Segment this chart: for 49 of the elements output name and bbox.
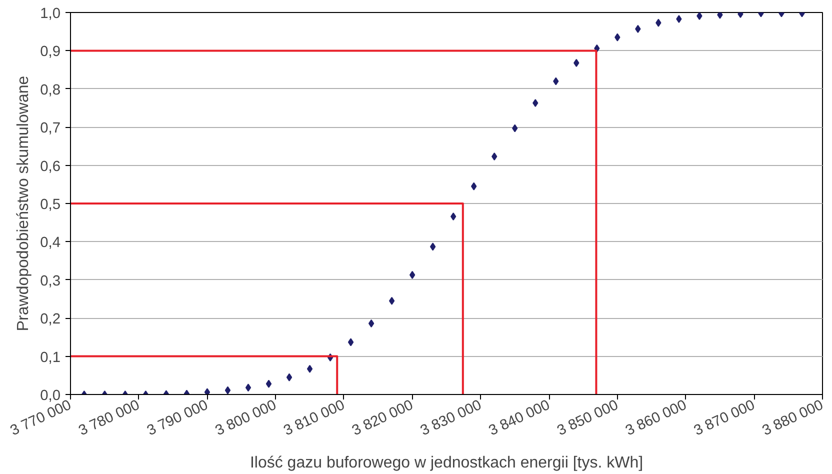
x-tick-label: 3 810 000 [281, 397, 348, 440]
point [471, 182, 477, 190]
point [614, 33, 620, 42]
y-tick-label: 0,1 [40, 350, 60, 366]
x-tick-label: 3 820 000 [350, 397, 416, 440]
point [635, 24, 641, 33]
point [676, 14, 682, 23]
y-axis-title: Prawdopodobieństwo skumulowane [15, 76, 32, 332]
y-tick-label: 1,0 [40, 6, 60, 22]
point [266, 380, 272, 388]
point [738, 12, 744, 18]
x-tick-label: 3 790 000 [144, 397, 211, 440]
x-tick-label: 3 830 000 [418, 397, 484, 440]
point [409, 270, 416, 279]
y-tick-label: 0,3 [40, 273, 60, 290]
point [696, 12, 702, 20]
point [430, 242, 436, 251]
point [450, 212, 456, 220]
point [717, 12, 723, 19]
y-tick-label: 0,0 [40, 388, 60, 404]
x-tick-label: 3 800 000 [213, 397, 279, 440]
y-tick-label: 0,2 [40, 312, 60, 328]
point [532, 99, 538, 108]
x-axis-title: Ilość gazu buforowego w jednostkach energii [tys. kWh] [250, 454, 644, 472]
point [286, 373, 292, 382]
point [388, 296, 395, 305]
point [204, 388, 210, 394]
point [656, 18, 662, 27]
y-tick-label: 0,5 [40, 197, 60, 213]
x-tick-label: 3 840 000 [486, 397, 552, 440]
y-tick-label: 0,8 [40, 82, 60, 98]
x-tick-label: 3 860 000 [623, 397, 690, 440]
point [492, 152, 498, 161]
point [224, 386, 231, 394]
point [368, 319, 374, 328]
point [512, 124, 518, 132]
y-tick-label: 0,7 [40, 120, 60, 137]
y-tick-label: 0,9 [40, 44, 60, 60]
y-tick-label: 0,4 [40, 235, 60, 252]
point [306, 364, 313, 373]
x-tick-label: 3 880 000 [760, 397, 826, 440]
x-tick-label: 3 780 000 [76, 397, 142, 440]
y-tick-label: 0,6 [40, 158, 60, 175]
point [348, 338, 354, 346]
point [245, 384, 252, 392]
point [553, 77, 559, 86]
point [574, 58, 580, 67]
x-tick-label: 3 870 000 [692, 397, 758, 440]
x-tick-label: 3 850 000 [554, 397, 621, 440]
